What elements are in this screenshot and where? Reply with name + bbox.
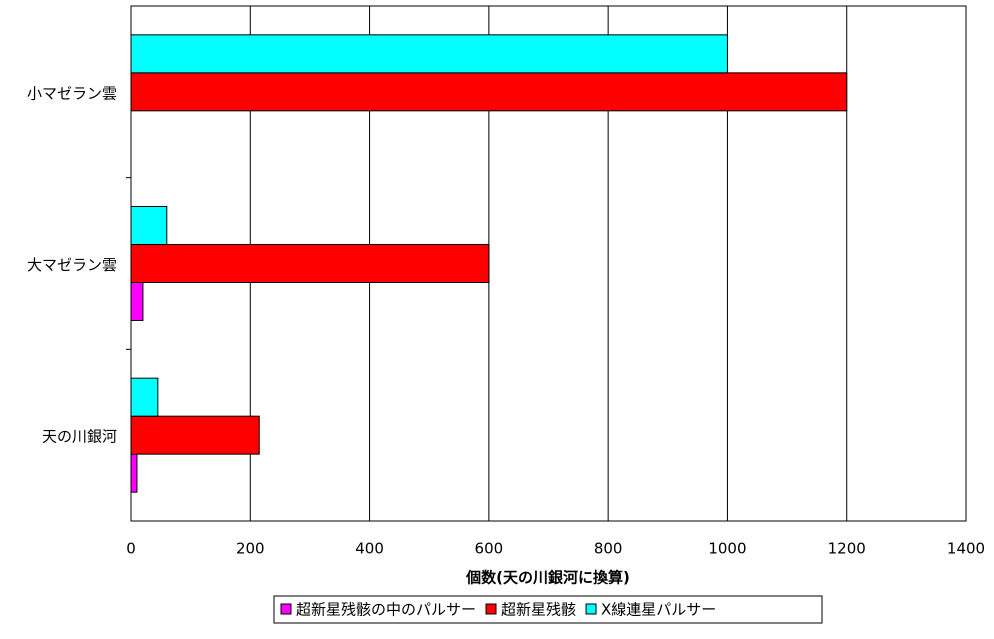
- bar: [130, 206, 168, 245]
- x-tick-label: 1000: [708, 540, 746, 558]
- legend-label: 超新星残骸: [501, 601, 576, 619]
- y-tick-label: 小マゼラン雲: [27, 84, 117, 102]
- x-tick-label: 800: [594, 540, 623, 558]
- y-tick-label: 天の川銀河: [42, 428, 117, 446]
- bar: [130, 34, 728, 74]
- x-tick-label: 0: [126, 540, 136, 558]
- x-tick-label: 200: [236, 540, 265, 558]
- legend-box: [273, 595, 823, 624]
- bar: [130, 377, 159, 417]
- bar: [130, 415, 260, 455]
- bar: [130, 282, 144, 321]
- x-tick-label: 400: [355, 540, 384, 558]
- y-tick-label: 大マゼラン雲: [27, 256, 117, 274]
- bar: [130, 72, 848, 112]
- legend-swatch: [585, 603, 597, 615]
- legend-label: X線連星パルサー: [601, 601, 716, 619]
- bar: [130, 453, 138, 493]
- legend-swatch: [280, 603, 292, 615]
- x-tick-label: 1400: [947, 540, 985, 558]
- legend-swatch: [485, 603, 497, 615]
- x-axis-title: 個数(天の川銀河に換算): [465, 569, 630, 587]
- x-tick-label: 1200: [828, 540, 866, 558]
- x-tick-label: 600: [475, 540, 504, 558]
- bar: [130, 244, 490, 283]
- legend-label: 超新星残骸の中のパルサー: [296, 601, 476, 619]
